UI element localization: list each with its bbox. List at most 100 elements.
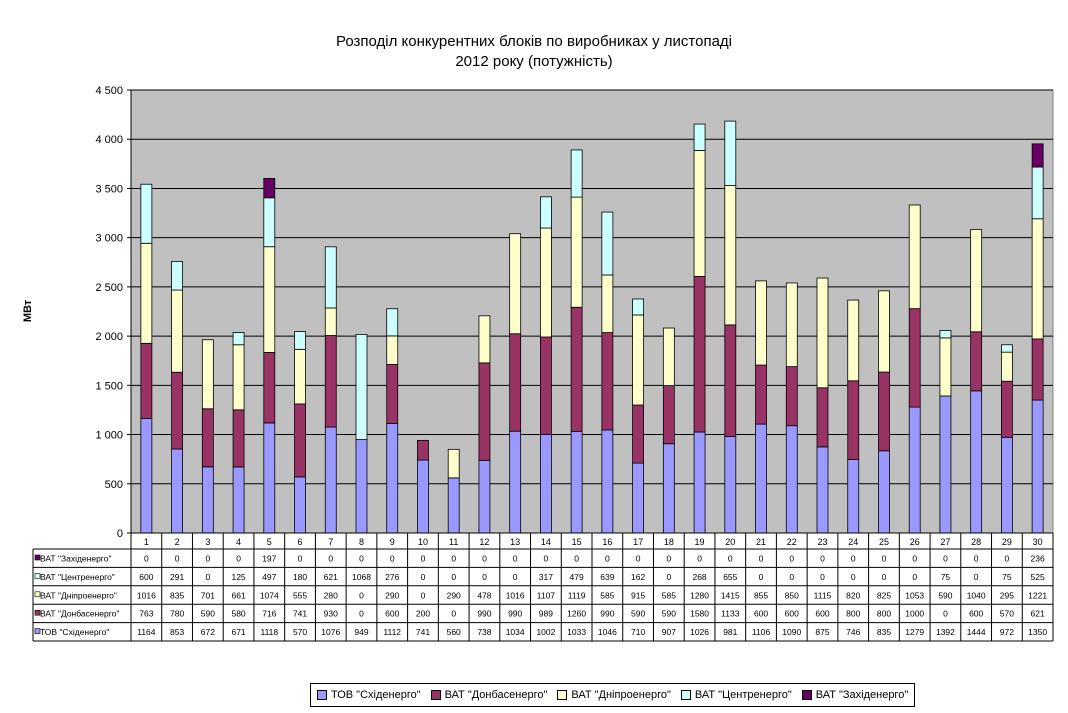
bar-segment: [324, 246, 337, 309]
bar-segment: [632, 314, 644, 406]
bar-segment: [908, 406, 921, 534]
plot-area: [130, 89, 1054, 534]
bar-segment: [939, 337, 952, 397]
x-tick-label: 18: [664, 537, 674, 547]
x-tick-label: 11: [449, 537, 458, 547]
x-tick-label: 13: [510, 537, 520, 547]
table-cell: 621: [324, 572, 338, 582]
table-cell: 0: [789, 572, 794, 582]
bar-segment: [970, 228, 983, 333]
table-cell: 850: [785, 590, 799, 600]
bar-segment: [724, 436, 737, 534]
bar-segment: [263, 246, 276, 353]
bar-segment: [232, 466, 245, 534]
table-cell: 317: [539, 572, 553, 582]
bar-segment: [570, 149, 583, 198]
x-tick-label: 21: [756, 537, 766, 547]
x-tick-label: 17: [633, 537, 643, 547]
table-cell: 0: [574, 554, 579, 564]
bar-segment: [693, 123, 706, 151]
table-row-label: ВАТ "Дніпроенерго": [40, 590, 117, 600]
table-cell: 590: [631, 609, 645, 619]
bar-segment: [171, 289, 184, 373]
table-cell: 585: [600, 590, 614, 600]
table-cell: 915: [631, 590, 645, 600]
table-cell: 820: [846, 590, 860, 600]
bar-segment: [878, 290, 890, 373]
table-cell: 0: [421, 554, 426, 564]
table-cell: 560: [447, 627, 461, 637]
y-axis-label: МВт: [22, 299, 34, 322]
table-cell: 1034: [506, 627, 525, 637]
table-cell: 1002: [536, 627, 555, 637]
bar-segment: [355, 439, 368, 534]
x-tick-label: 9: [390, 537, 395, 547]
bar-segment: [724, 185, 737, 326]
bar-segment: [878, 450, 890, 534]
table-cell: 800: [846, 609, 860, 619]
bar-segment: [232, 409, 245, 468]
bar-segment: [570, 196, 583, 308]
x-tick-label: 15: [572, 537, 582, 547]
legend-swatch: [430, 690, 441, 700]
table-cell: 907: [662, 627, 676, 637]
bar-segment: [386, 335, 399, 365]
bar-segment: [632, 404, 644, 464]
bar-segment: [171, 448, 184, 534]
table-cell: 1040: [967, 590, 986, 600]
bar-segment: [662, 385, 675, 445]
table-cell: 949: [354, 627, 368, 637]
table-cell: 0: [359, 590, 364, 600]
chart-title: Розподіл конкурентних блоків по виробник…: [0, 32, 1068, 72]
table-cell: 990: [477, 609, 491, 619]
bar-segment: [1031, 143, 1044, 168]
table-cell: 0: [974, 554, 979, 564]
table-cell: 0: [451, 572, 456, 582]
table-cell: 0: [328, 554, 333, 564]
bar-segment: [140, 342, 153, 419]
table-cell: 479: [570, 572, 584, 582]
bar-segment: [632, 462, 644, 534]
table-cell: 1221: [1028, 590, 1047, 600]
table-cell: 930: [324, 609, 338, 619]
legend-swatch: [801, 690, 812, 700]
x-tick-label: 7: [328, 537, 333, 547]
bar-segment: [201, 339, 214, 410]
x-tick-label: 26: [910, 537, 920, 547]
table-cell: 990: [508, 609, 522, 619]
table-cell: 75: [1002, 572, 1012, 582]
table-cell: 600: [815, 609, 829, 619]
bar-segment: [478, 315, 491, 364]
legend-item: ВАТ "Донбасенерго": [430, 689, 547, 701]
bar-segment: [847, 459, 860, 534]
y-tick-label: 3 000: [95, 233, 123, 245]
table-cell: 0: [605, 554, 610, 564]
table-cell: 1106: [752, 627, 771, 637]
table-cell: 1053: [905, 590, 924, 600]
bar-segment: [816, 277, 829, 389]
table-cell: 0: [205, 572, 210, 582]
table-cell: 125: [231, 572, 245, 582]
table-cell: 1026: [690, 627, 709, 637]
table-cell: 580: [231, 609, 245, 619]
bar-segment: [294, 476, 306, 534]
x-tick-label: 5: [267, 537, 272, 547]
table-row-label: ТОВ "Східенерго": [40, 627, 109, 637]
bar-segment: [417, 439, 429, 461]
table-cell: 738: [477, 627, 491, 637]
table-cell: 989: [539, 609, 553, 619]
table-cell: 0: [728, 554, 733, 564]
table-cell: 1415: [721, 590, 740, 600]
table-cell: 600: [754, 609, 768, 619]
table-cell: 0: [974, 572, 979, 582]
chart-legend: ТОВ "Східенерго" ВАТ "Донбасенерго" ВАТ "Д…: [310, 683, 916, 707]
table-cell: 75: [941, 572, 951, 582]
bar-segment: [785, 425, 798, 534]
table-cell: 0: [820, 572, 825, 582]
table-cell: 0: [451, 554, 456, 564]
table-cell: 600: [969, 609, 983, 619]
table-cell: 291: [170, 572, 184, 582]
table-cell: 197: [262, 554, 276, 564]
table-cell: 290: [385, 590, 399, 600]
table-cell: 0: [851, 572, 856, 582]
